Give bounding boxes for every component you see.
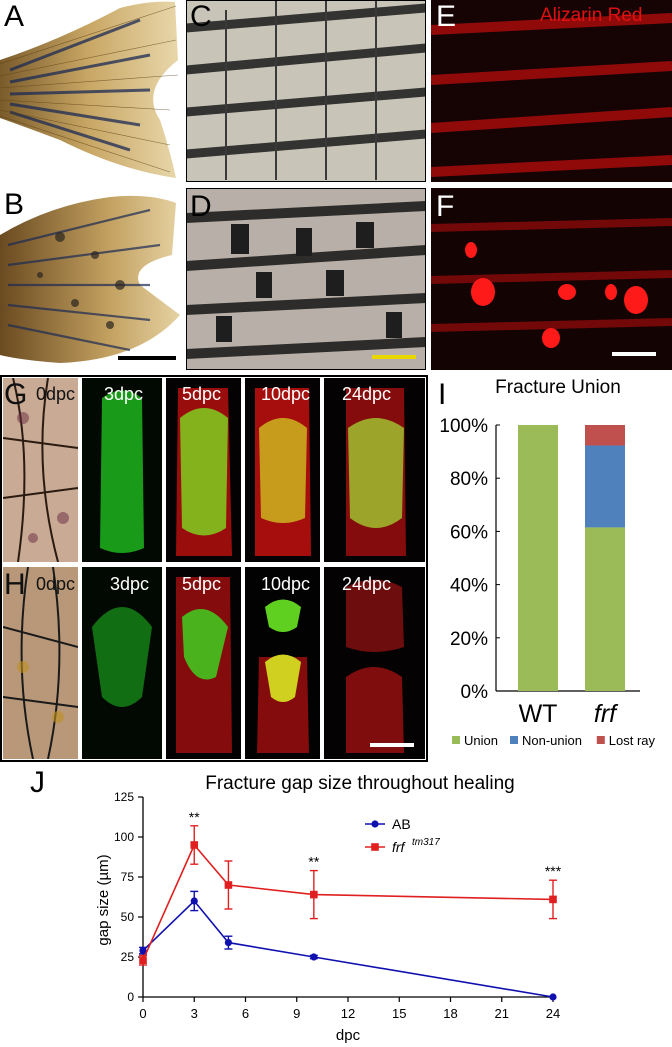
chart-title: Fracture Union [495, 377, 621, 398]
bf-callus-wt-0dpc [3, 378, 78, 562]
fluor-callus-wt-24dpc [324, 378, 425, 562]
data-point-ab [190, 897, 198, 905]
timepoint-label: 24dpc [342, 574, 392, 594]
significance-marker: ** [189, 809, 200, 825]
chart-title: Fracture gap size throughout healing [205, 773, 514, 794]
y-tick-label: 50 [121, 910, 135, 924]
y-tick-label: 60% [450, 522, 488, 543]
legend-label: Lost ray [609, 733, 656, 748]
fluor-callus-frf-10dpc [245, 567, 320, 759]
timepoint-label: 24dpc [342, 384, 392, 404]
panel-letter-b: B [4, 188, 25, 221]
data-point-frf [139, 956, 147, 964]
panel-letter-f: F [436, 190, 455, 223]
x-tick-label: 0 [139, 1006, 146, 1021]
y-tick-label: 20% [450, 629, 488, 650]
x-tick-label: 15 [392, 1006, 406, 1021]
panel-letter-d: D [190, 190, 212, 223]
panel-letter-i: I [438, 378, 447, 411]
data-point-frf [549, 895, 557, 904]
x-tick-label: 6 [242, 1006, 249, 1021]
timepoint-label: 10dpc [261, 384, 311, 404]
scale-bar-black [118, 356, 176, 360]
data-point-frf [310, 890, 318, 899]
y-tick-label: 100% [439, 416, 488, 437]
data-point-ab [224, 939, 233, 947]
alizarin-red-rays-wt [431, 0, 672, 182]
series-line-ab [142, 899, 554, 998]
timepoint-label: 5dpc [182, 384, 222, 404]
panel-letter-c: C [190, 0, 212, 33]
y-tick-label: 80% [450, 469, 488, 490]
fluor-callus-frf-24dpc [324, 567, 425, 759]
series-line-frf [142, 843, 554, 961]
data-point-ab [549, 993, 557, 1001]
x-axis-label: dpc [336, 1027, 361, 1044]
panel-letter-a: A [4, 0, 25, 33]
fluor-callus-frf-5dpc [166, 567, 241, 759]
legend-swatch [510, 736, 518, 744]
legend-swatch [452, 736, 460, 744]
fin-photo-wt [0, 0, 182, 180]
timepoint-label: 0dpc [36, 574, 76, 594]
legend-label-ab: AB [392, 816, 411, 832]
y-tick-label: 100 [114, 830, 134, 844]
bar-segment-union [585, 527, 625, 691]
fluor-callus-frf-3dpc [82, 567, 162, 759]
data-point-ab [310, 953, 318, 961]
brightfield-rays-wt [186, 0, 426, 182]
legend-label: Union [464, 733, 498, 748]
brightfield-rays-frf [186, 188, 426, 370]
panel-letter-h: H [4, 568, 26, 601]
bf-callus-frf-0dpc [3, 567, 78, 759]
y-tick-label: 75 [121, 870, 135, 884]
timepoint-label: 3dpc [110, 574, 150, 594]
timepoint-label: 10dpc [261, 574, 311, 594]
x-category-label: frf [594, 700, 619, 728]
significance-marker: ** [308, 854, 319, 870]
x-tick-label: 9 [293, 1006, 300, 1021]
y-tick-label: 40% [450, 576, 488, 597]
scale-bar-yellow [372, 355, 416, 359]
legend-label-frf: frf [392, 839, 407, 855]
timepoint-label: 3dpc [104, 384, 144, 404]
fin-photo-frf [0, 185, 182, 370]
panel-letter-e: E [436, 0, 457, 33]
scale-bar-white [612, 352, 656, 356]
alizarin-red-label: Alizarin Red [540, 5, 643, 26]
data-point-ab [139, 947, 147, 955]
x-tick-label: 21 [495, 1006, 509, 1021]
fluor-callus-wt-10dpc [245, 378, 320, 562]
fluor-callus-wt-3dpc [82, 378, 162, 562]
scale-bar-white-timecourse [370, 743, 414, 747]
timepoint-label: 0dpc [36, 384, 76, 404]
x-tick-label: 3 [191, 1006, 198, 1021]
y-axis-label: gap size (µm) [95, 854, 112, 945]
x-category-label: WT [519, 700, 558, 728]
bar-segment-non-union [585, 445, 625, 528]
bar-segment-lost-ray [585, 425, 625, 446]
x-tick-label: 24 [546, 1006, 560, 1021]
legend-label-frf-superscript: tm317 [412, 837, 440, 848]
legend-label: Non-union [522, 733, 582, 748]
y-tick-label: 125 [114, 790, 134, 804]
legend-swatch [596, 736, 605, 744]
y-tick-label: 25 [121, 950, 135, 964]
significance-marker: *** [545, 863, 562, 879]
panel-letter-j: J [30, 766, 45, 799]
timepoint-label: 5dpc [182, 574, 222, 594]
legend-marker-ab [371, 820, 379, 828]
y-tick-label: 0 [127, 990, 134, 1004]
data-point-frf [190, 841, 199, 849]
y-tick-label: 0% [461, 682, 489, 703]
alizarin-red-rays-frf [431, 188, 672, 370]
x-tick-label: 18 [443, 1006, 457, 1021]
data-point-frf [224, 881, 233, 889]
panel-letter-g: G [4, 378, 28, 411]
legend-marker-frf [371, 843, 379, 851]
fluor-callus-wt-5dpc [166, 378, 241, 562]
x-tick-label: 12 [341, 1006, 355, 1021]
bar-segment-union [518, 425, 558, 691]
